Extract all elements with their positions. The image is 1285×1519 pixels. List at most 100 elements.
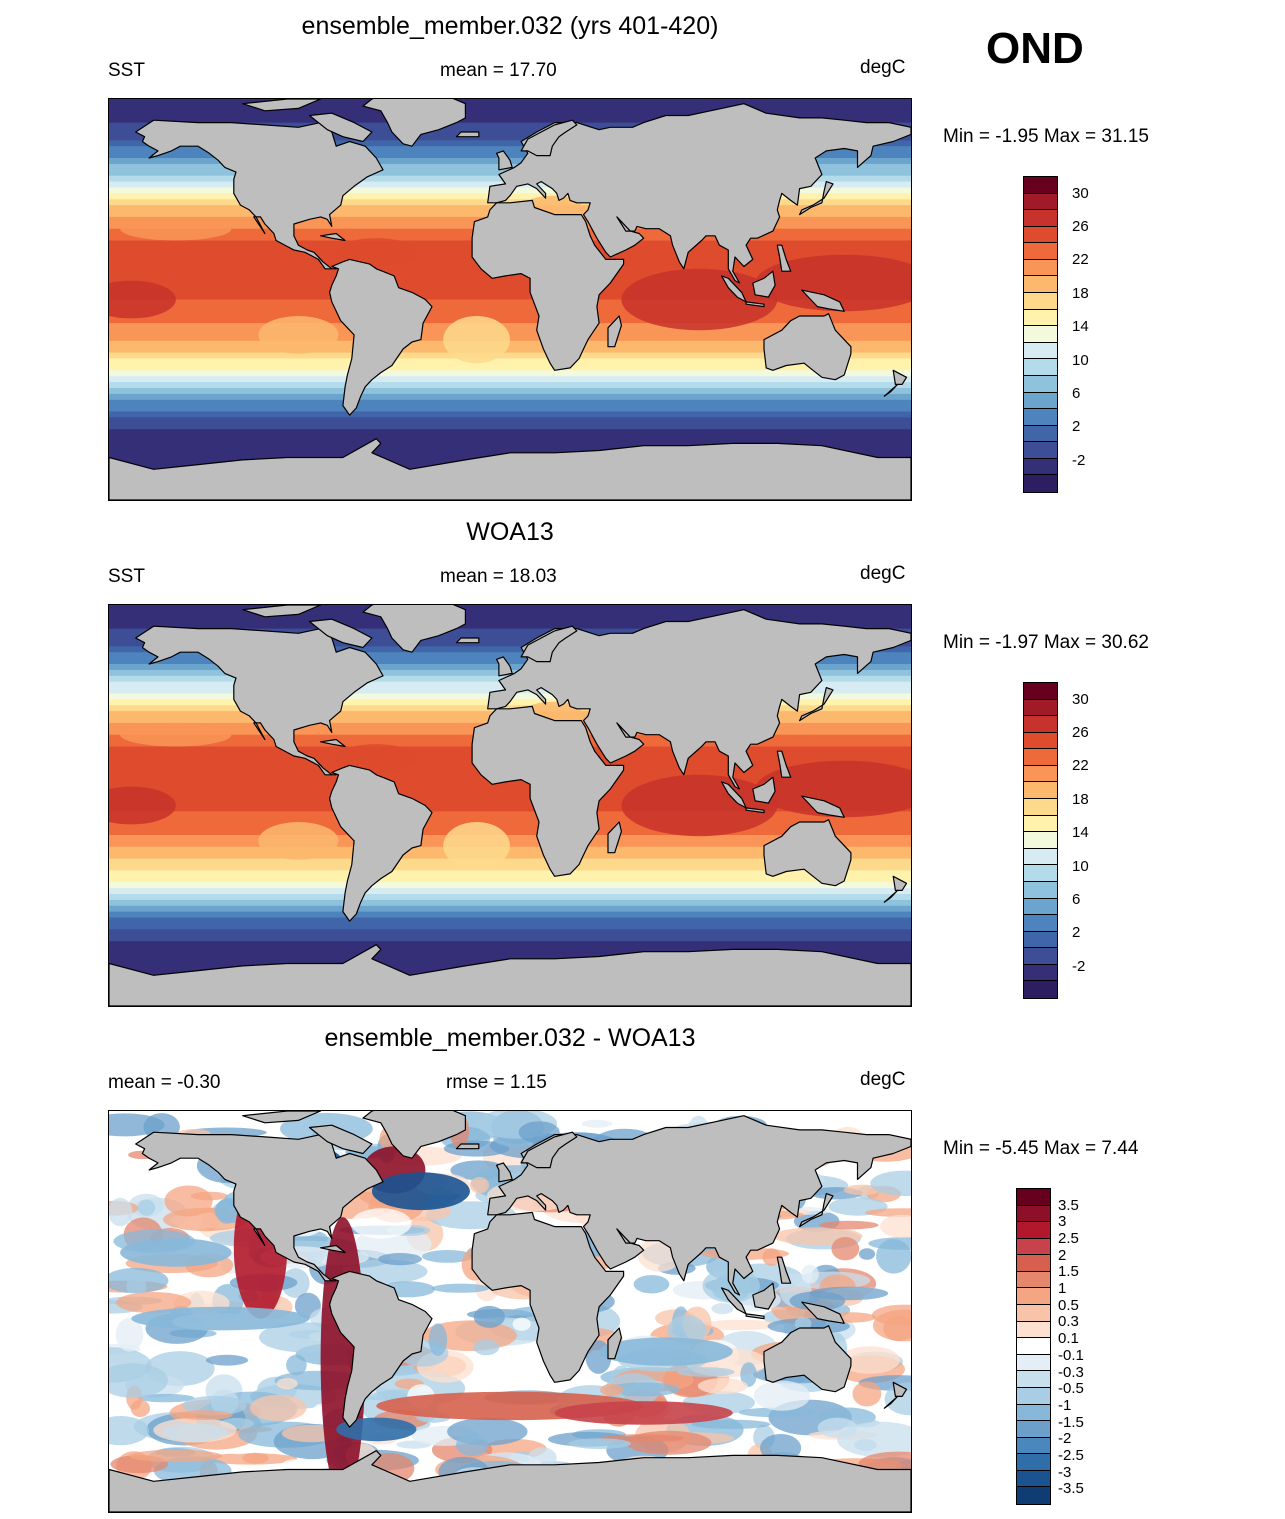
- diff-patch: [740, 1362, 757, 1387]
- diff-patch: [242, 1452, 269, 1464]
- land-mass: [607, 821, 623, 854]
- sst-band: [109, 140, 911, 147]
- diff-patch: [883, 1315, 911, 1342]
- sst-band: [109, 935, 911, 942]
- panel-2-variable-label: SST: [108, 566, 145, 587]
- sst-anomaly-patch: [443, 316, 510, 364]
- colorbar-swatch: [1017, 1437, 1050, 1455]
- sst-band: [109, 110, 911, 118]
- sst-band: [109, 846, 911, 854]
- panel-1-map-svg: [109, 99, 911, 500]
- land-mass: [520, 119, 578, 157]
- panel-3-units-label: degC: [860, 1069, 906, 1090]
- diff-patch: [276, 1378, 298, 1390]
- land-mass: [496, 1162, 513, 1183]
- land-mass: [362, 1111, 466, 1159]
- diff-patch: [115, 1317, 144, 1352]
- colorbar-swatch: [1024, 442, 1057, 459]
- sst-band: [109, 622, 911, 630]
- diff-patch: [600, 1383, 624, 1397]
- sst-band: [109, 405, 911, 413]
- sst-band: [109, 605, 911, 612]
- colorbar-swatch: [1017, 1487, 1050, 1504]
- panel-1-colorbar: [1023, 176, 1058, 493]
- colorbar-swatch: [1024, 193, 1057, 211]
- land-mass: [520, 1131, 578, 1169]
- sst-band: [109, 299, 911, 306]
- diff-patch: [607, 1382, 680, 1397]
- land-mass: [308, 618, 373, 649]
- colorbar-tick-label: 22: [1072, 251, 1089, 269]
- panel-3-minmax: Min = -5.45 Max = 7.44: [943, 1138, 1139, 1159]
- land-mass: [496, 150, 513, 171]
- land-mass: [242, 605, 322, 618]
- colorbar-swatch: [1024, 915, 1057, 932]
- land-mass: [455, 637, 480, 644]
- sst-band: [109, 646, 911, 653]
- sst-band: [109, 317, 911, 324]
- sst-band: [109, 417, 911, 424]
- diff-patch: [162, 1423, 228, 1442]
- sst-anomaly-patch: [443, 822, 510, 870]
- colorbar-tick-label: -0.3: [1058, 1363, 1084, 1381]
- land-mass: [455, 1143, 480, 1150]
- land-mass: [798, 180, 834, 216]
- sst-band: [109, 352, 911, 360]
- sst-band: [109, 152, 911, 159]
- colorbar-tick-label: -3: [1058, 1463, 1072, 1481]
- diff-patch: [378, 1253, 422, 1266]
- diff-patch: [700, 1319, 779, 1331]
- sst-anomaly-patch: [258, 822, 339, 860]
- land-mass: [892, 1381, 908, 1397]
- sst-band: [109, 393, 911, 401]
- colorbar-tick-label: 1.5: [1058, 1263, 1079, 1281]
- colorbar-tick-label: 14: [1072, 824, 1089, 842]
- colorbar-swatch: [1024, 964, 1057, 982]
- colorbar-tick-label: -1.5: [1058, 1413, 1084, 1431]
- colorbar-tick-label: 22: [1072, 757, 1089, 775]
- colorbar-tick-label: -1: [1058, 1396, 1072, 1414]
- colorbar-swatch: [1024, 799, 1057, 816]
- colorbar-swatch: [1024, 458, 1057, 476]
- land-mass: [496, 656, 513, 677]
- diff-patch: [677, 1367, 735, 1377]
- land-mass: [135, 625, 384, 776]
- diff-patch: [843, 1184, 881, 1196]
- diff-patch: [286, 1354, 307, 1376]
- colorbar-swatch: [1017, 1189, 1050, 1206]
- colorbar-swatch: [1024, 881, 1057, 899]
- sst-anomaly-patch: [336, 238, 417, 267]
- diff-feature: [599, 1337, 733, 1366]
- diff-patch: [137, 1393, 195, 1403]
- colorbar-swatch: [1024, 765, 1057, 783]
- diff-patch: [130, 1399, 150, 1417]
- colorbar-tick-label: -2: [1058, 1430, 1072, 1448]
- land-mass: [109, 438, 911, 500]
- colorbar-swatch: [1017, 1222, 1050, 1239]
- land-mass: [763, 1325, 852, 1393]
- land-mass: [320, 738, 346, 748]
- land-mass: [801, 289, 845, 312]
- land-mass: [892, 875, 908, 891]
- colorbar-tick-label: 30: [1072, 690, 1089, 708]
- colorbar-tick-label: 3.5: [1058, 1196, 1079, 1214]
- sst-band: [109, 116, 911, 124]
- sst-band: [109, 628, 911, 636]
- land-mass: [329, 764, 433, 922]
- sst-band: [109, 864, 911, 871]
- sst-band: [109, 146, 911, 153]
- sst-band: [109, 364, 911, 371]
- land-mass: [776, 244, 792, 272]
- land-mass: [892, 369, 908, 385]
- diff-patch: [870, 1170, 911, 1196]
- diff-patch: [691, 1419, 771, 1429]
- colorbar-swatch: [1024, 699, 1057, 717]
- sst-band: [109, 793, 911, 801]
- diff-patch: [473, 1339, 500, 1356]
- panel-3-map: [108, 1110, 912, 1513]
- sst-band: [109, 423, 911, 430]
- diff-patch: [581, 1119, 613, 1128]
- panel-2-units-label: degC: [860, 563, 906, 584]
- land-mass: [883, 383, 899, 397]
- colorbar-swatch: [1017, 1454, 1050, 1471]
